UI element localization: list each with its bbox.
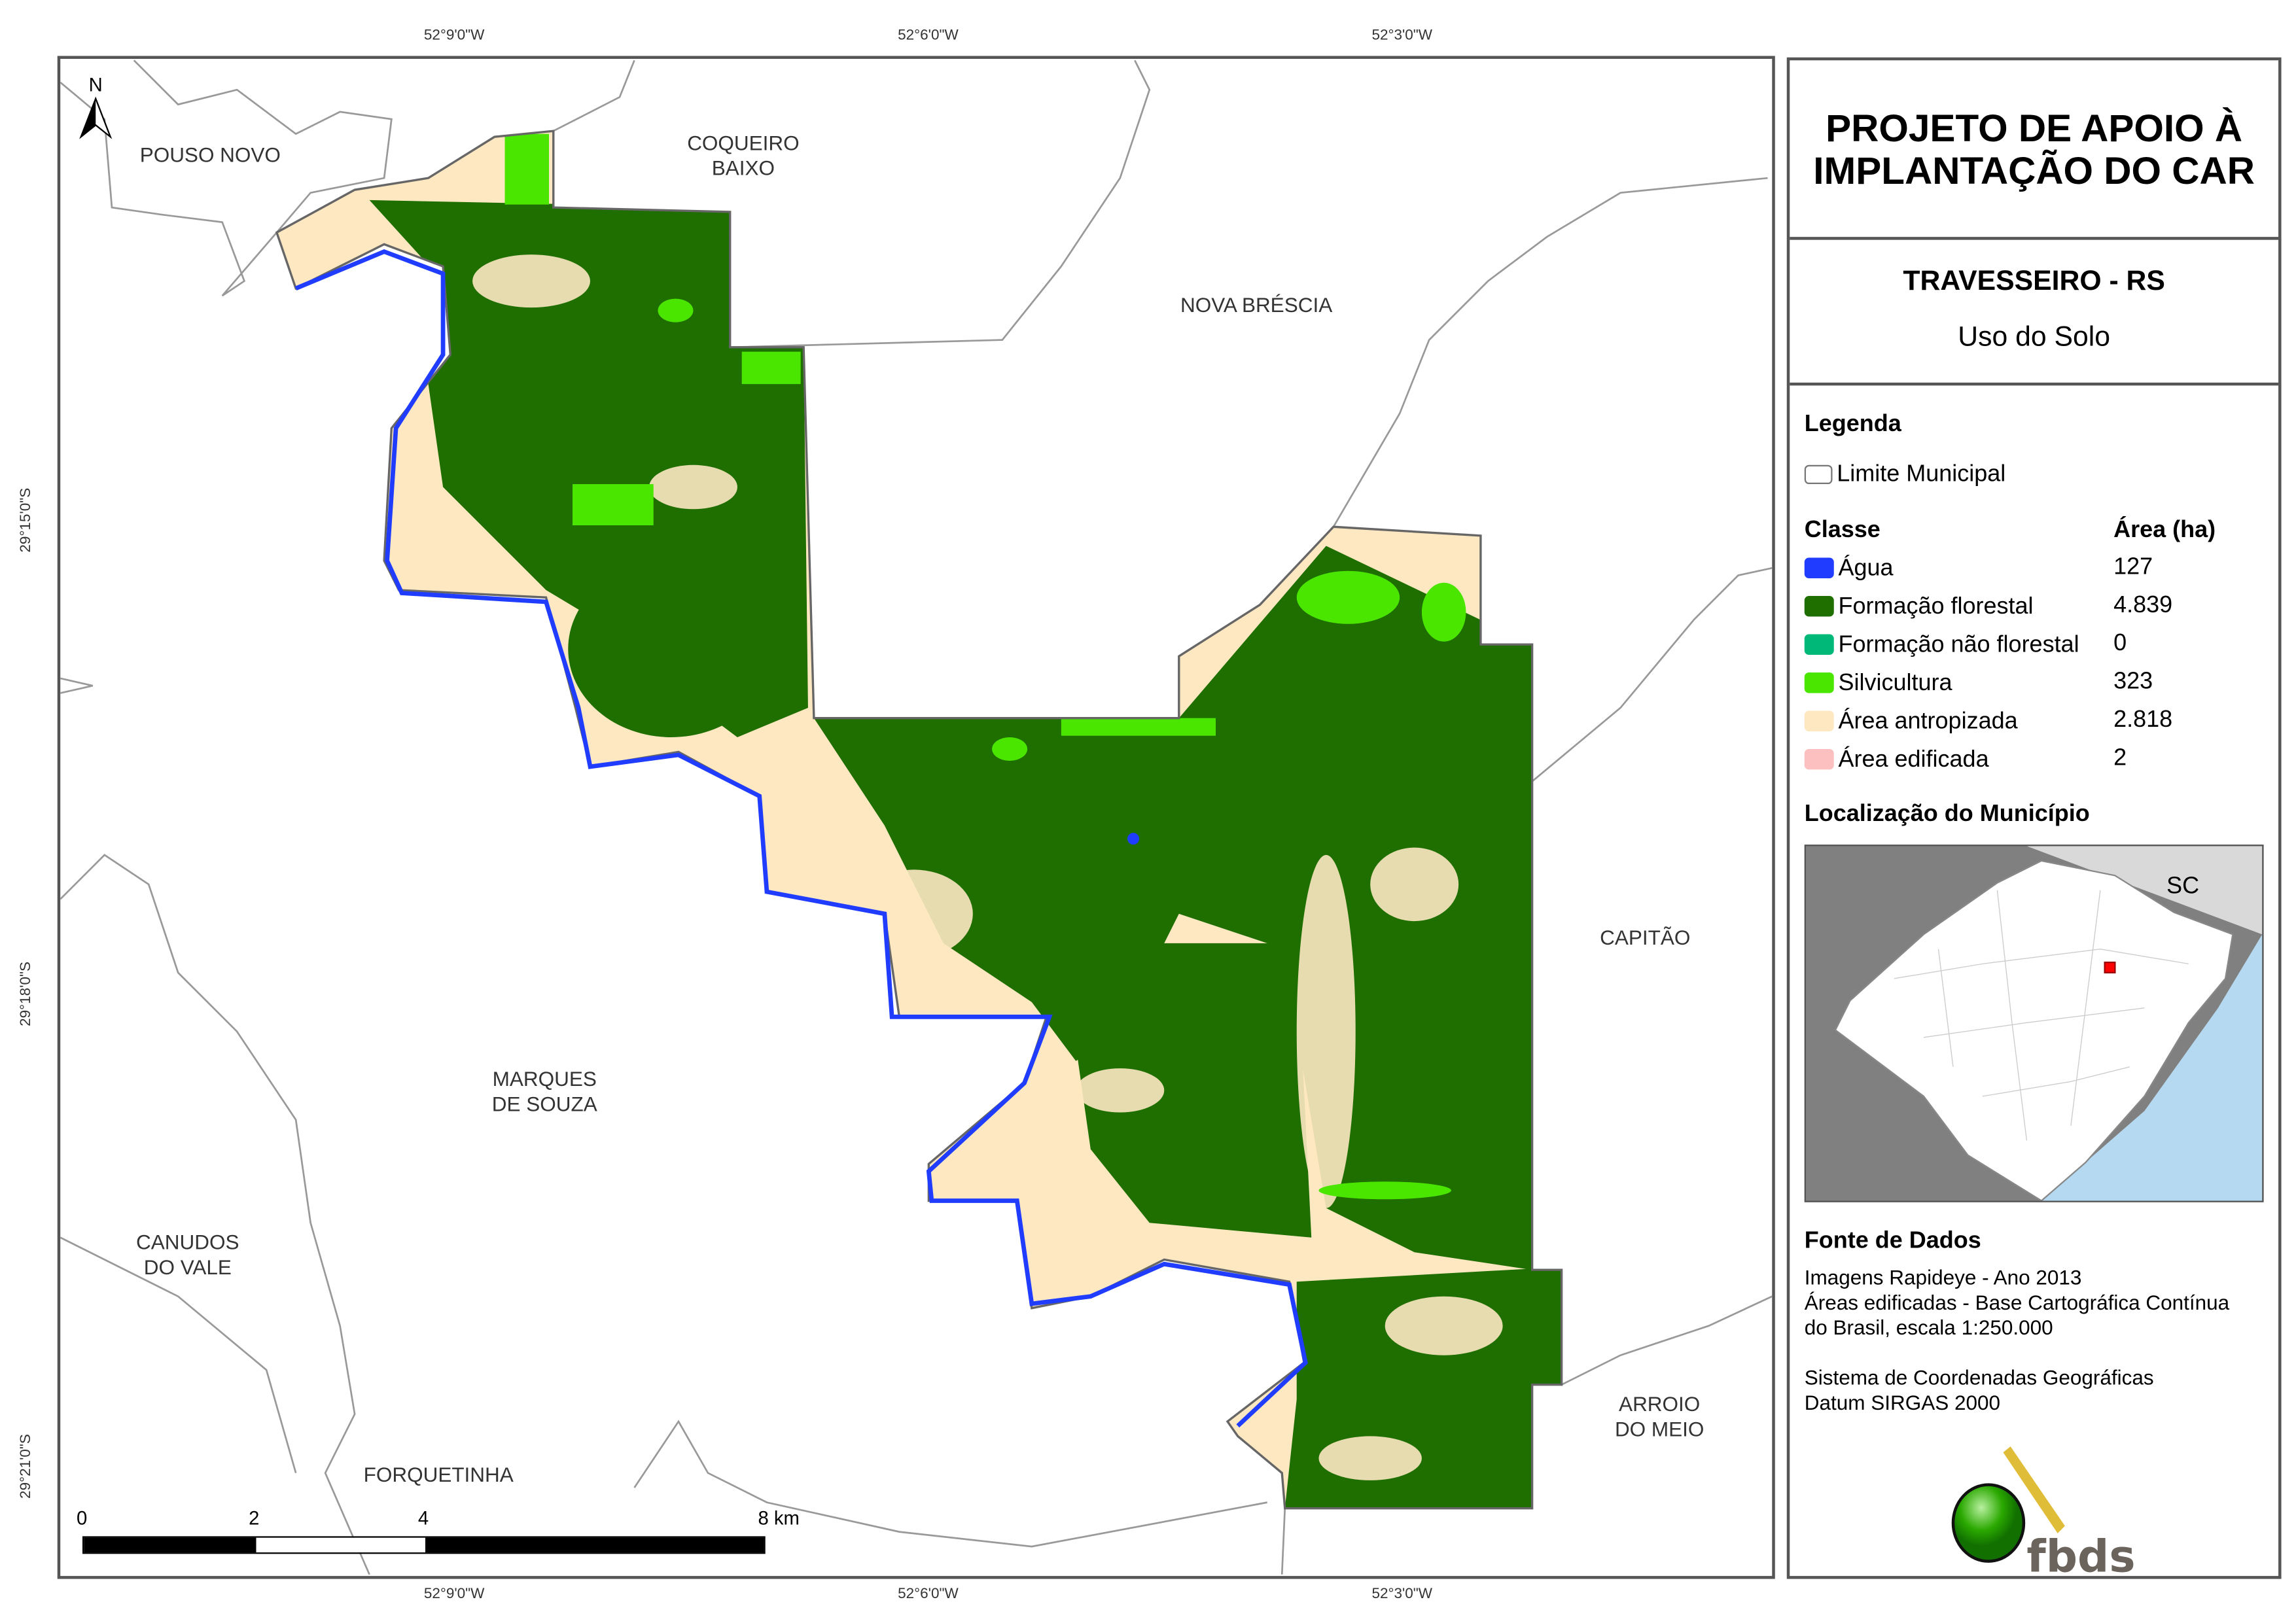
class-label: Área edificada [1838, 747, 1989, 773]
source-line: do Brasil, escala 1:250.000 [1804, 1315, 2053, 1339]
location-inset-map: SC [1804, 845, 2264, 1202]
scale-bar [82, 1536, 766, 1554]
class-swatch [1804, 710, 1834, 731]
lat-tick: 29°15'0"S [18, 487, 35, 553]
place-label: DO MEIO [1614, 1417, 1704, 1441]
map-frame[interactable]: N [57, 56, 1775, 1579]
area-header: Área (ha) [2113, 517, 2216, 544]
lon-tick: 52°3'0"W [1371, 27, 1433, 44]
silviculture-areas [504, 133, 1466, 1200]
scale-label: 8 km [758, 1507, 800, 1529]
neighbor-boundaries [60, 60, 1773, 1575]
scale-label: 4 [417, 1507, 429, 1529]
lat-tick: 29°18'0"S [18, 962, 35, 1026]
source-line: Áreas edificadas - Base Cartográfica Con… [1804, 1290, 2230, 1314]
legend-class-item: Formação florestal [1804, 593, 2034, 623]
place-label: CAPITÃO [1600, 925, 1691, 949]
class-label: Área antropizada [1838, 709, 2018, 735]
class-area: 0 [2113, 631, 2127, 657]
class-label: Silvicultura [1838, 671, 1952, 696]
municipality-name: TRAVESSEIRO - RS [1903, 266, 2165, 298]
svg-text:fbds: fbds [2026, 1530, 2135, 1577]
place-label: BAIXO [711, 156, 775, 180]
lat-tick: 29°21'0"S [18, 1434, 35, 1499]
class-swatch [1804, 557, 1834, 579]
class-header: Classe [1804, 517, 1881, 544]
lon-tick: 52°6'0"W [898, 27, 959, 44]
class-swatch [1804, 748, 1834, 770]
place-label: MARQUES [492, 1066, 597, 1091]
legend-class-item: Área antropizada [1804, 708, 2018, 737]
source-line: Datum SIRGAS 2000 [1804, 1390, 2001, 1414]
scale-label: 2 [249, 1507, 260, 1529]
boundary-swatch [1804, 464, 1833, 485]
source-line: Sistema de Coordenadas Geográficas [1804, 1365, 2154, 1389]
class-area: 4.839 [2113, 593, 2173, 618]
place-label: DO VALE [143, 1255, 232, 1279]
lon-tick: 52°9'0"W [423, 27, 485, 44]
class-area: 323 [2113, 669, 2153, 695]
place-label: NOVA BRÉSCIA [1180, 292, 1333, 317]
lon-tick: 52°3'0"W [1371, 1586, 1433, 1603]
class-label: Formação não florestal [1838, 633, 2079, 658]
lon-tick: 52°9'0"W [423, 1586, 485, 1603]
class-swatch [1804, 634, 1834, 655]
sources-heading: Fonte de Dados [1804, 1229, 1981, 1254]
legend-class-item: Área edificada [1804, 746, 1989, 775]
forest-areas [369, 200, 1562, 1509]
class-label: Formação florestal [1838, 594, 2034, 620]
fbds-logo: fbds [1944, 1445, 2136, 1585]
legend-panel: PROJETO DE APOIO À IMPLANTAÇÃO DO CAR TR… [1786, 57, 2282, 1582]
source-line: Imagens Rapideye - Ano 2013 [1804, 1265, 2082, 1289]
location-heading: Localização do Município [1804, 801, 2090, 828]
legend-class-item: Formação não florestal [1804, 631, 2079, 661]
class-label: Água [1838, 556, 1894, 582]
legend-class-item: Silvicultura [1804, 669, 1952, 699]
land-use-map [60, 60, 1773, 1575]
legend-class-item: Água [1804, 555, 1894, 584]
north-label: N [88, 73, 103, 96]
class-area: 127 [2113, 555, 2153, 580]
place-label: COQUEIRO [687, 131, 800, 155]
map-title: PROJETO DE APOIO À IMPLANTAÇÃO DO CAR [1790, 60, 2279, 240]
class-area: 2.818 [2113, 707, 2173, 733]
place-label: CANUDOS [136, 1230, 239, 1254]
boundary-label: Limite Municipal [1837, 462, 2006, 487]
legend-heading: Legenda [1804, 411, 1901, 438]
place-label: POUSO NOVO [139, 143, 281, 167]
map-subtitle: Uso do Solo [1958, 322, 2111, 353]
north-arrow-icon [79, 96, 113, 139]
river [294, 249, 1308, 1428]
scale-label: 0 [76, 1507, 88, 1529]
municipality-marker [2104, 961, 2116, 973]
sc-label: SC [2166, 871, 2199, 898]
class-swatch [1804, 672, 1834, 693]
place-label: FORQUETINHA [363, 1462, 514, 1486]
class-swatch [1804, 596, 1834, 617]
class-area: 2 [2113, 746, 2127, 771]
place-label: ARROIO [1619, 1391, 1701, 1416]
lon-tick: 52°6'0"W [898, 1586, 959, 1603]
north-arrow: N [78, 73, 113, 147]
place-label: DE SOUZA [491, 1092, 597, 1116]
water-body [1127, 833, 1140, 845]
